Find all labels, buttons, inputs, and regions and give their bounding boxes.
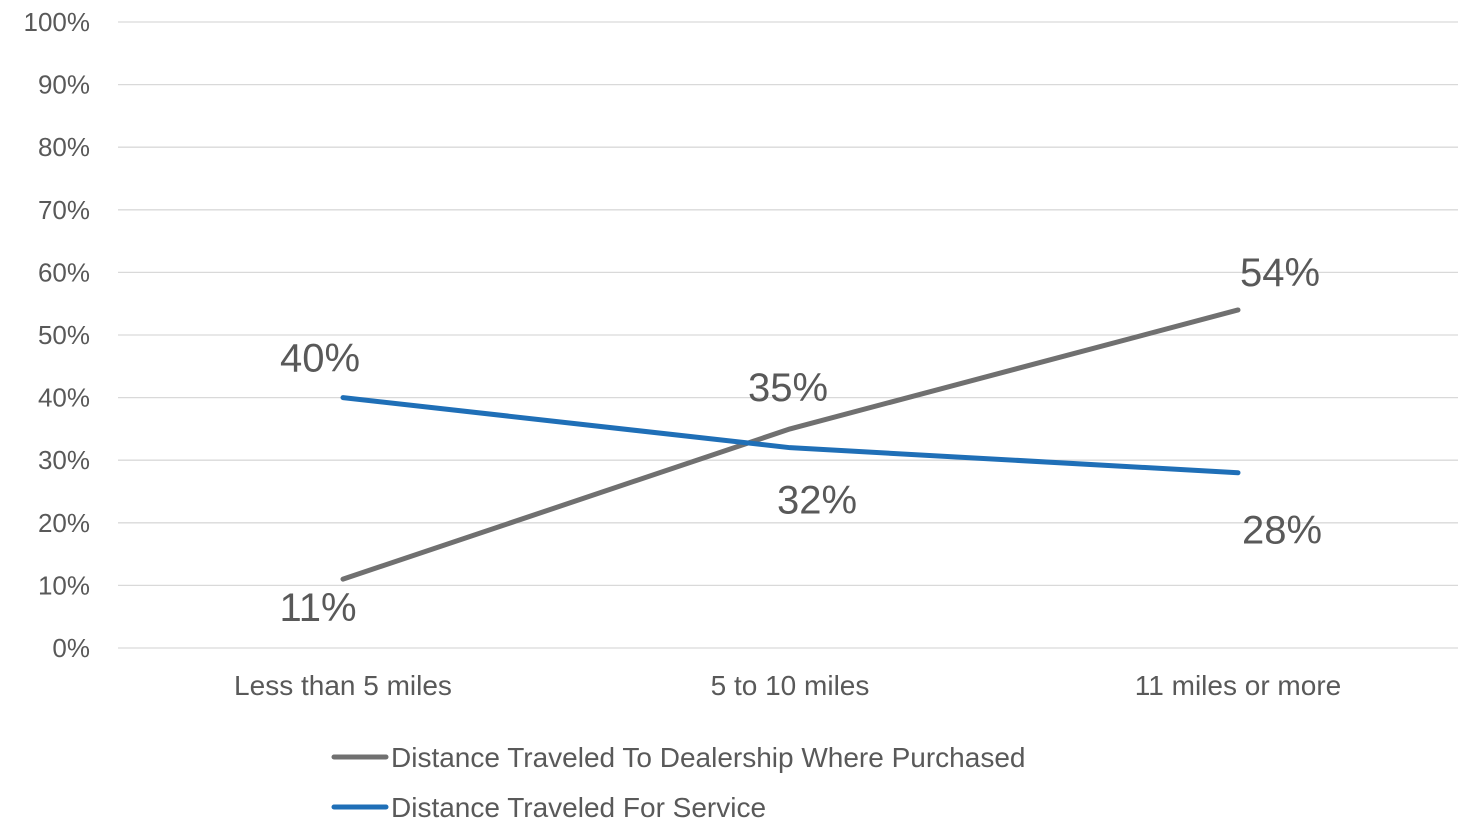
y-tick-label: 10% (38, 570, 90, 600)
series-line-2 (340, 395, 1241, 476)
legend: Distance Traveled To Dealership Where Pu… (331, 742, 1025, 821)
y-tick-label: 60% (38, 257, 90, 287)
y-tick-label: 70% (38, 195, 90, 225)
gridlines (118, 21, 1458, 649)
data-label: 40% (280, 337, 360, 381)
series-line-1 (340, 307, 1241, 582)
legend-label: Distance Traveled For Service (391, 792, 766, 821)
y-axis-tick-labels: 0% 10% 20% 30% 40% 50% 60% 70% 80% 90% 100% (24, 7, 91, 663)
legend-label: Distance Traveled To Dealership Where Pu… (391, 742, 1025, 773)
y-tick-label: 20% (38, 508, 90, 538)
y-tick-label: 40% (38, 383, 90, 413)
data-label: 32% (777, 479, 857, 523)
data-labels: 11% 35% 54% 40% 32% 28% (279, 251, 1322, 630)
y-tick-label: 90% (38, 70, 90, 100)
series-lines (340, 307, 1241, 582)
x-tick-label: 11 miles or more (1135, 670, 1341, 701)
y-tick-label: 30% (38, 445, 90, 475)
y-tick-label: 0% (52, 633, 90, 663)
data-label: 35% (748, 366, 828, 410)
data-label: 28% (1242, 509, 1322, 553)
y-tick-label: 100% (24, 7, 91, 37)
x-axis-tick-labels: Less than 5 miles 5 to 10 miles 11 miles o… (234, 670, 1341, 701)
x-tick-label: Less than 5 miles (234, 670, 452, 701)
y-tick-label: 50% (38, 320, 90, 350)
x-tick-label: 5 to 10 miles (711, 670, 870, 701)
y-tick-label: 80% (38, 132, 90, 162)
data-label: 54% (1240, 251, 1320, 295)
data-label: 11% (279, 586, 356, 630)
